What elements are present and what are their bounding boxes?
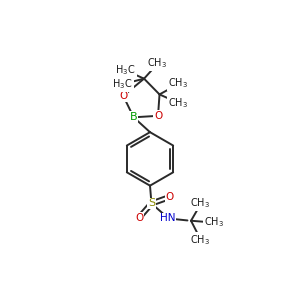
Text: HN: HN bbox=[160, 213, 176, 224]
Text: CH$_3$: CH$_3$ bbox=[204, 215, 224, 229]
Text: CH$_3$: CH$_3$ bbox=[168, 96, 188, 110]
Text: O: O bbox=[154, 111, 162, 121]
Text: O: O bbox=[119, 91, 128, 101]
Text: CH$_3$: CH$_3$ bbox=[190, 196, 210, 210]
Text: S: S bbox=[148, 199, 155, 208]
Text: B: B bbox=[130, 112, 137, 122]
Text: CH$_3$: CH$_3$ bbox=[147, 56, 167, 70]
Text: H$_3$C: H$_3$C bbox=[112, 77, 133, 91]
Text: CH$_3$: CH$_3$ bbox=[190, 233, 210, 247]
Text: O: O bbox=[166, 192, 174, 202]
Text: O: O bbox=[135, 213, 143, 223]
Text: CH$_3$: CH$_3$ bbox=[168, 76, 188, 90]
Text: H$_3$C: H$_3$C bbox=[116, 63, 136, 77]
